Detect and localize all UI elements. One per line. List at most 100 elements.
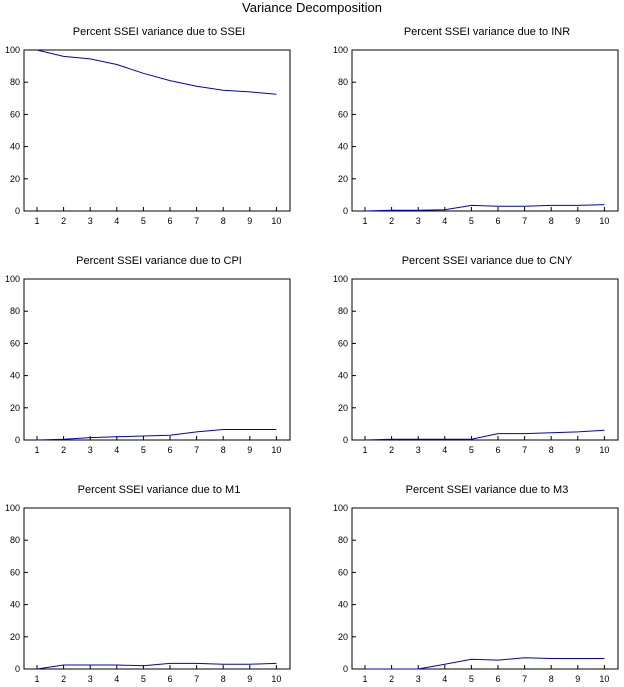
x-tick-label: 6 <box>495 674 500 684</box>
x-tick-label: 6 <box>495 445 500 455</box>
x-tick-label: 7 <box>522 445 527 455</box>
y-tick-label: 60 <box>338 338 348 348</box>
y-tick-label: 60 <box>338 567 348 577</box>
y-tick-label: 100 <box>5 503 20 513</box>
x-tick-label: 2 <box>61 216 66 226</box>
figure-title: Variance Decomposition <box>242 0 382 15</box>
y-tick-label: 80 <box>338 306 348 316</box>
x-tick-label: 8 <box>549 445 554 455</box>
x-tick-label: 4 <box>114 445 119 455</box>
y-tick-label: 20 <box>10 174 20 184</box>
series-line <box>365 657 605 670</box>
y-tick-label: 100 <box>5 274 20 284</box>
panel-title: Percent SSEI variance due to CNY <box>402 255 573 267</box>
x-tick-label: 4 <box>442 674 447 684</box>
x-tick-label: 6 <box>495 216 500 226</box>
panel-title: Percent SSEI variance due to M3 <box>406 484 569 496</box>
y-tick-label: 40 <box>10 371 20 381</box>
y-tick-label: 0 <box>15 435 20 445</box>
series-line <box>36 429 277 441</box>
x-tick-label: 2 <box>61 445 66 455</box>
y-tick-label: 80 <box>10 306 20 316</box>
x-tick-label: 3 <box>416 445 421 455</box>
y-tick-label: 60 <box>10 109 20 119</box>
x-tick-label: 4 <box>114 674 119 684</box>
y-tick-label: 20 <box>338 403 348 413</box>
x-tick-label: 10 <box>271 216 281 226</box>
x-tick-label: 8 <box>221 445 226 455</box>
x-tick-label: 10 <box>599 216 609 226</box>
chart-panel-6: Percent SSEI variance due to M3 0 20 40 60 80… <box>333 484 619 684</box>
x-tick-label: 7 <box>194 445 199 455</box>
chart-panel-1: Percent SSEI variance due to SSEI 0 20 40 60… <box>5 26 291 226</box>
panel-title: Percent SSEI variance due to CPI <box>76 255 242 267</box>
x-tick-label: 9 <box>575 445 580 455</box>
x-tick-label: 2 <box>61 674 66 684</box>
y-tick-label: 60 <box>10 567 20 577</box>
series-line <box>36 49 277 95</box>
y-tick-label: 0 <box>343 435 348 445</box>
x-tick-label: 9 <box>247 216 252 226</box>
y-tick-label: 100 <box>333 274 348 284</box>
x-tick-label: 2 <box>389 216 394 226</box>
y-tick-label: 80 <box>338 77 348 87</box>
panel-title: Percent SSEI variance due to INR <box>404 26 570 38</box>
x-tick-label: 1 <box>362 216 367 226</box>
x-tick-label: 10 <box>599 674 609 684</box>
y-tick-label: 40 <box>10 142 20 152</box>
x-tick-label: 2 <box>389 674 394 684</box>
y-tick-label: 20 <box>338 632 348 642</box>
chart-panel-4: Percent SSEI variance due to CNY 0 20 40 60 8… <box>333 255 619 455</box>
x-tick-label: 9 <box>247 445 252 455</box>
x-tick-label: 5 <box>141 216 146 226</box>
chart-panel-3: Percent SSEI variance due to CPI 0 20 40 60 8… <box>5 255 291 455</box>
x-tick-label: 5 <box>141 674 146 684</box>
x-tick-label: 10 <box>271 445 281 455</box>
panel-title: Percent SSEI variance due to M1 <box>78 484 241 496</box>
x-tick-label: 8 <box>549 674 554 684</box>
x-tick-label: 5 <box>141 445 146 455</box>
plot-frame <box>23 507 291 670</box>
x-tick-label: 10 <box>599 445 609 455</box>
y-tick-label: 0 <box>343 664 348 674</box>
chart-panel-2: Percent SSEI variance due to INR 0 20 40 60 8… <box>333 26 619 226</box>
y-tick-label: 60 <box>10 338 20 348</box>
y-tick-label: 80 <box>10 77 20 87</box>
x-tick-label: 6 <box>167 445 172 455</box>
y-tick-label: 40 <box>338 371 348 381</box>
y-tick-label: 60 <box>338 109 348 119</box>
series-line <box>364 429 605 441</box>
series-line <box>364 204 605 212</box>
x-tick-label: 3 <box>416 674 421 684</box>
x-tick-label: 1 <box>34 216 39 226</box>
x-tick-label: 5 <box>469 674 474 684</box>
plot-frame <box>351 278 619 441</box>
x-tick-label: 7 <box>522 216 527 226</box>
y-tick-label: 80 <box>10 535 20 545</box>
y-tick-label: 100 <box>333 503 348 513</box>
x-tick-label: 2 <box>389 445 394 455</box>
y-tick-label: 20 <box>338 174 348 184</box>
x-tick-label: 3 <box>88 445 93 455</box>
x-tick-label: 3 <box>416 216 421 226</box>
x-tick-label: 8 <box>221 216 226 226</box>
y-tick-label: 20 <box>10 632 20 642</box>
x-tick-label: 3 <box>88 216 93 226</box>
x-tick-label: 7 <box>194 674 199 684</box>
y-tick-label: 0 <box>15 206 20 216</box>
x-tick-label: 8 <box>221 674 226 684</box>
plot-frame <box>351 507 619 670</box>
x-tick-label: 10 <box>271 674 281 684</box>
x-tick-label: 7 <box>522 674 527 684</box>
series-line <box>36 662 277 670</box>
x-tick-label: 1 <box>362 674 367 684</box>
y-tick-label: 40 <box>338 600 348 610</box>
x-tick-label: 9 <box>575 674 580 684</box>
x-tick-label: 1 <box>34 445 39 455</box>
x-tick-label: 9 <box>247 674 252 684</box>
y-tick-label: 100 <box>333 45 348 55</box>
x-tick-label: 3 <box>88 674 93 684</box>
x-tick-label: 8 <box>549 216 554 226</box>
x-tick-label: 4 <box>442 445 447 455</box>
